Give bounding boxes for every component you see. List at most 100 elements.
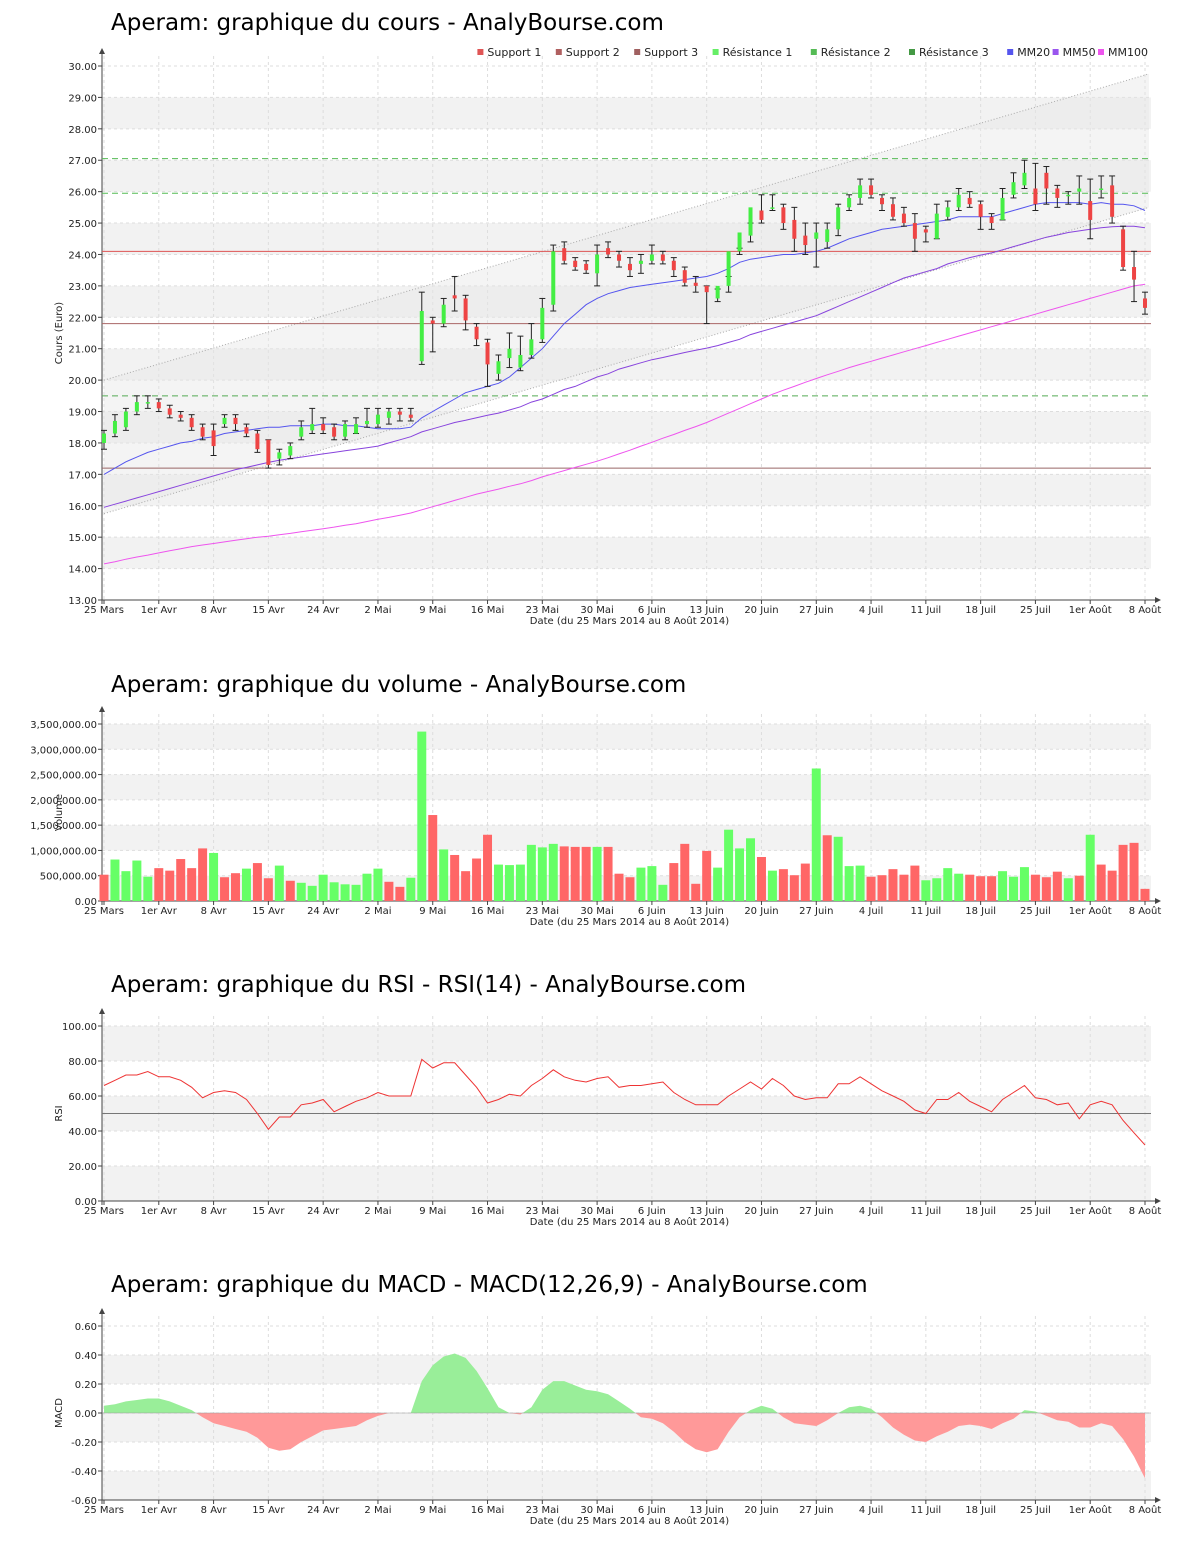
x-tick-label: 11 Juil: [910, 605, 941, 616]
candle-up: [496, 361, 501, 374]
macd-area-positive: [1020, 1410, 1040, 1413]
volume-bar-up: [746, 838, 756, 901]
x-tick-label: 6 Juin: [638, 605, 666, 616]
x-tick-label: 30 Mai: [580, 906, 613, 917]
x-tick-label: 9 Mai: [419, 605, 446, 616]
x-tick-label: 16 Mai: [471, 1505, 504, 1516]
volume-bar-up: [121, 871, 131, 901]
candle-down: [1132, 267, 1137, 280]
x-tick-label: 2 Mai: [364, 1505, 391, 1516]
x-tick-label: 20 Juin: [744, 1505, 778, 1516]
candle-up: [1077, 188, 1082, 192]
candle-up: [529, 339, 534, 355]
rsi-line: [103, 1058, 1146, 1146]
volume-bar-down: [231, 873, 240, 901]
volume-bar-up: [735, 848, 745, 901]
candle-up: [836, 207, 841, 230]
candle-up: [945, 207, 950, 217]
volume-bar-down: [1041, 877, 1051, 901]
candle-down: [397, 411, 402, 415]
candle-down: [803, 235, 808, 246]
y-tick-label: 3,000,000.00: [30, 745, 97, 756]
macd-area-negative: [876, 1413, 1021, 1442]
candle-down: [792, 219, 797, 239]
candle-up: [364, 420, 369, 425]
volume-bar-down: [800, 863, 810, 901]
x-tick-label: 20 Juin: [744, 605, 778, 616]
candle-down: [233, 417, 238, 425]
candle-down: [660, 254, 665, 261]
candle-down: [912, 223, 917, 239]
x-tick-label: 1er Avr: [141, 605, 178, 616]
trend-channel-area: [104, 73, 1149, 514]
candle-up: [112, 420, 117, 434]
macd-area-negative: [777, 1413, 839, 1426]
volume-bar-down: [285, 880, 295, 901]
y-tick-label: 0.00: [75, 897, 97, 908]
volume-bar-up: [143, 876, 153, 901]
x-tick-label: 20 Juin: [744, 1206, 778, 1217]
candle-down: [978, 204, 983, 217]
candle-down: [923, 229, 928, 233]
volume-bar-down: [1129, 842, 1139, 901]
candle-up: [737, 232, 742, 252]
volume-bar-down: [899, 874, 909, 901]
x-tick-label: 15 Avr: [252, 1206, 285, 1217]
x-tick-label: 25 Mars: [84, 906, 124, 917]
volume-bar-up: [1085, 834, 1095, 901]
candle-down: [1121, 229, 1126, 268]
x-tick-label: 24 Avr: [307, 605, 340, 616]
candle-down: [244, 427, 249, 434]
volume-bar-down: [176, 859, 186, 901]
volume-bar-down: [472, 858, 482, 901]
x-tick-label: 18 Juil: [965, 1505, 996, 1516]
mm50-line: [103, 225, 1146, 508]
candle-up: [847, 197, 852, 208]
x-tick-label: 18 Juil: [965, 906, 996, 917]
candle-up: [858, 185, 863, 198]
volume-bar-up: [592, 846, 602, 901]
volume-bar-down: [428, 815, 438, 901]
y-axis-label: Cours (Euro): [54, 302, 65, 365]
y-tick-label: 26.00: [68, 188, 97, 199]
candle-down: [584, 263, 589, 271]
candle-up: [277, 452, 282, 459]
legend-label: MM100: [1108, 46, 1148, 59]
y-tick-label: 2,000,000.00: [30, 796, 97, 807]
candle-up: [825, 229, 830, 242]
candle-down: [167, 408, 172, 415]
x-tick-label: 8 Avr: [201, 1206, 228, 1217]
y-tick-label: 1,000,000.00: [30, 846, 97, 857]
legend-swatch: [555, 49, 562, 55]
y-tick-label: 30.00: [68, 62, 97, 73]
candle-down: [463, 298, 468, 321]
x-tick-label: 25 Mars: [84, 1505, 124, 1516]
candle-down: [452, 295, 457, 299]
y-tick-label: 40.00: [68, 1127, 97, 1138]
volume-bar-down: [910, 865, 920, 901]
y-tick-label: 0.40: [75, 1351, 97, 1362]
x-axis-arrow-icon: [1155, 1497, 1161, 1503]
y-tick-label: 25.00: [68, 219, 97, 230]
candle-up: [145, 402, 150, 404]
candle-down: [255, 433, 260, 450]
legend-swatch: [1007, 49, 1014, 55]
candle-up: [934, 213, 939, 239]
x-tick-label: 9 Mai: [419, 1505, 446, 1516]
candle-down: [967, 197, 972, 205]
candle-down: [189, 417, 194, 428]
y-tick-label: -0.40: [71, 1467, 97, 1478]
legend-label: Résistance 3: [919, 46, 989, 59]
x-tick-label: 23 Mai: [526, 605, 559, 616]
x-axis-label: Date (du 25 Mars 2014 au 8 Août 2014): [530, 916, 729, 928]
volume-bar-up: [1019, 867, 1029, 901]
y-tick-label: 3,500,000.00: [30, 720, 97, 731]
volume-bar-up: [362, 873, 372, 901]
volume-bar-down: [1096, 864, 1106, 901]
volume-bar-up: [954, 873, 964, 901]
y-axis-label: Volume: [54, 794, 65, 831]
x-tick-label: 11 Juil: [910, 1206, 941, 1217]
